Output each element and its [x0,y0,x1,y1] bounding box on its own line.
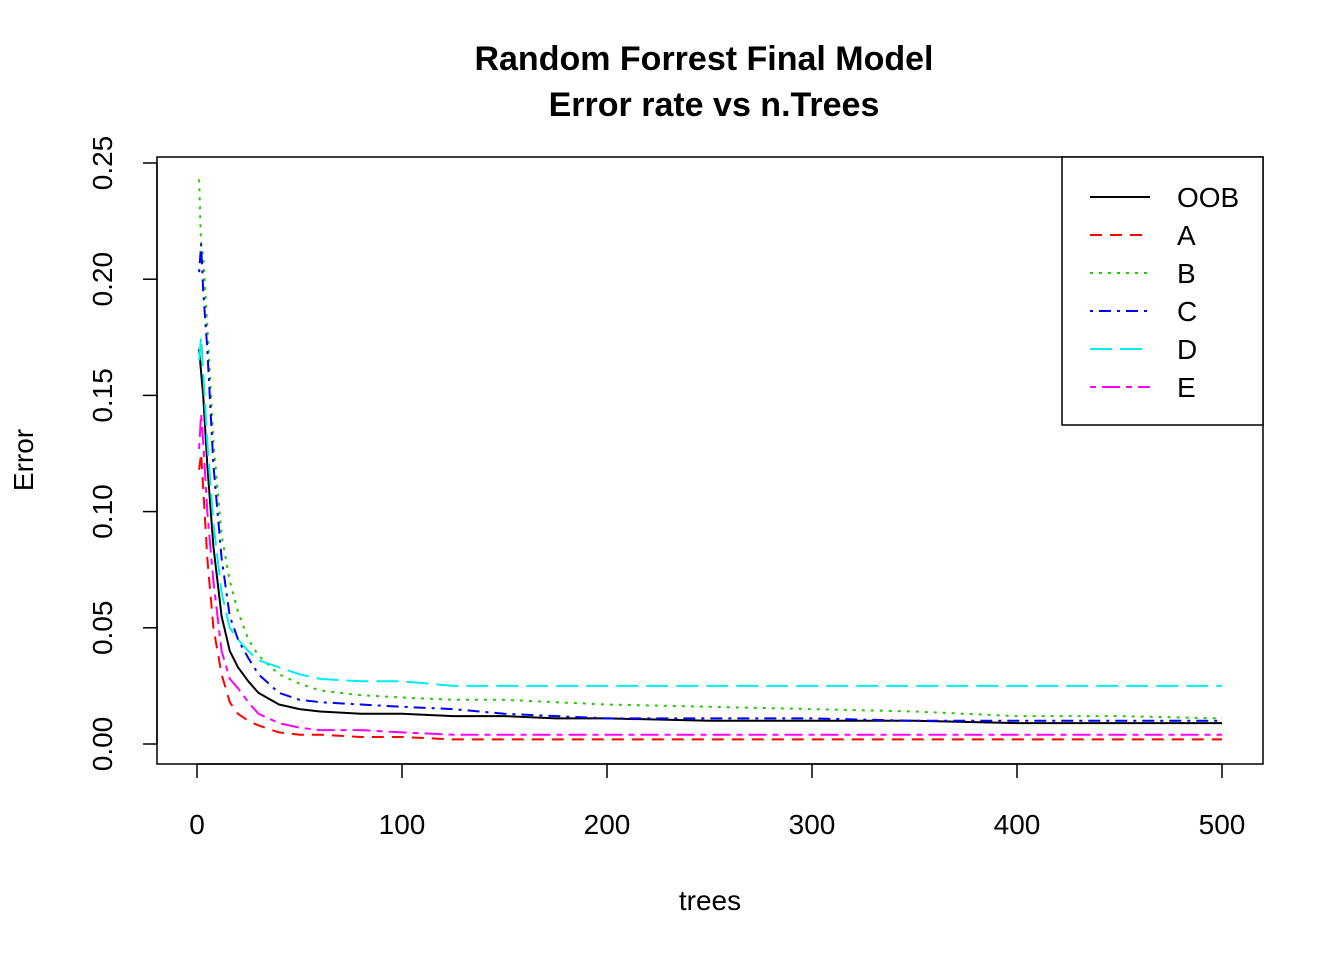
y-tick-label: 0.00 [87,717,118,772]
y-tick-label: 0.20 [87,252,118,307]
x-tick-label: 200 [584,809,631,840]
x-axis: 0 100 200 300 400 500 [189,763,1246,840]
series-line-c [198,243,1222,722]
legend-label-c: C [1177,296,1197,327]
y-axis: 0.00 0.05 0.10 0.15 0.20 0.25 [87,136,158,772]
x-tick-label: 100 [379,809,426,840]
y-tick-label: 0.15 [87,368,118,423]
series-line-oob [198,348,1222,725]
x-tick-label: 500 [1199,809,1246,840]
x-tick-label: 0 [189,809,205,840]
legend-label-b: B [1177,258,1196,289]
y-tick-label: 0.25 [87,136,118,191]
legend-box [1061,156,1264,426]
chart-subtitle: Error rate vs n.Trees [549,86,880,124]
series-line-d [198,336,1222,687]
legend-label-e: E [1177,372,1196,403]
series-layer [198,179,1223,741]
legend-label-oob: OOB [1177,182,1239,213]
chart-title: Random Forrest Final Model [474,40,933,78]
series-line-b [198,179,1223,720]
y-axis-title: Error [8,429,39,491]
x-tick-label: 300 [789,809,836,840]
series-line-e [198,413,1222,736]
x-tick-label: 400 [994,809,1041,840]
y-tick-label: 0.05 [87,601,118,656]
y-tick-label: 0.10 [87,484,118,538]
legend-label-a: A [1177,220,1196,251]
series-line-a [198,452,1222,741]
x-axis-title: trees [679,885,741,916]
legend-label-d: D [1177,334,1197,365]
